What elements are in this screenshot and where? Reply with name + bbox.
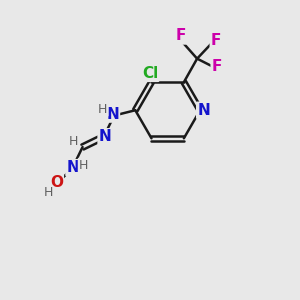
Text: H: H xyxy=(98,103,108,116)
Text: F: F xyxy=(212,59,222,74)
Text: N: N xyxy=(99,129,111,144)
Text: O: O xyxy=(50,175,63,190)
Text: H: H xyxy=(69,135,78,148)
Text: H: H xyxy=(44,187,53,200)
Text: N: N xyxy=(106,106,119,122)
Text: N: N xyxy=(197,103,210,118)
Text: H: H xyxy=(79,159,88,172)
Text: F: F xyxy=(176,28,186,44)
Text: F: F xyxy=(211,33,221,48)
Text: N: N xyxy=(67,160,79,175)
Text: Cl: Cl xyxy=(142,66,158,81)
